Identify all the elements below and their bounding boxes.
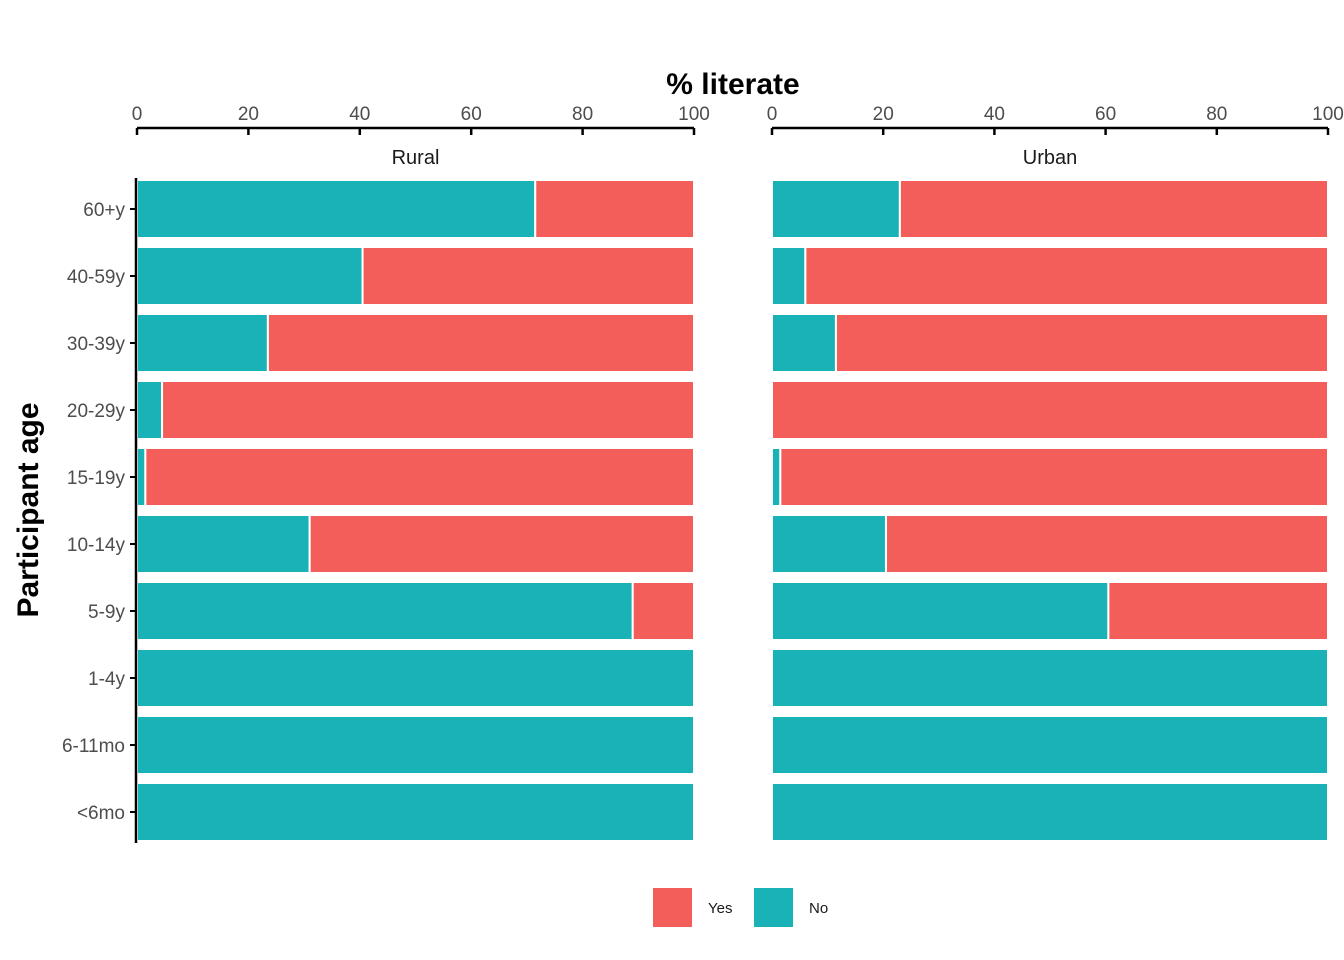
x-tick-label: 40 <box>984 104 1005 125</box>
x-tick-label: 80 <box>572 104 593 125</box>
bar-rural-no <box>136 313 269 373</box>
bar-urban-yes <box>779 447 1329 507</box>
bar-rural-yes <box>361 246 695 306</box>
bar-rural-yes <box>161 380 695 440</box>
bar-urban-no <box>771 447 782 507</box>
y-axis-title: Participant age <box>12 402 45 617</box>
bar-urban-no <box>771 782 1329 842</box>
bar-urban-no <box>771 313 837 373</box>
bar-urban-yes <box>898 179 1329 239</box>
bar-urban-yes <box>884 514 1329 574</box>
facet-label: Urban <box>1023 147 1077 169</box>
bar-rural-yes <box>631 581 695 641</box>
x-tick-label: 0 <box>132 104 143 125</box>
bar-urban-no <box>771 648 1329 708</box>
x-tick-label: 60 <box>1095 104 1116 125</box>
x-tick-label: 100 <box>678 104 710 125</box>
bar-rural-no <box>136 648 695 708</box>
bar-rural-yes <box>308 514 695 574</box>
bars <box>136 179 696 842</box>
bar-rural-yes <box>144 447 696 507</box>
bar-urban-no <box>771 514 887 574</box>
x-tick-label: 20 <box>238 104 259 125</box>
bar-rural-no <box>136 380 164 440</box>
y-tick-label: 5-9y <box>88 602 125 623</box>
bar-urban-no <box>771 179 901 239</box>
x-tick-label: 80 <box>1206 104 1227 125</box>
bar-rural-no <box>136 581 634 641</box>
bar-urban-yes <box>804 246 1329 306</box>
bar-rural-yes <box>266 313 695 373</box>
facet-label: Rural <box>392 147 440 169</box>
bar-urban-no <box>771 581 1110 641</box>
bar-rural-no <box>136 514 311 574</box>
y-tick-label: 10-14y <box>67 535 126 556</box>
x-axis-title: % literate <box>666 68 799 101</box>
x-tick-label: 20 <box>873 104 894 125</box>
facet-panel-rural: 0 20 40 60 80 100 Rural <box>132 104 710 842</box>
facet-panel-urban: 0 20 40 60 80 100 Urban <box>767 104 1344 842</box>
x-tick-label: 100 <box>1312 104 1344 125</box>
bars <box>771 179 1329 842</box>
bar-urban-no <box>771 246 807 306</box>
y-tick-label: 30-39y <box>67 334 126 355</box>
bar-urban-yes <box>1107 581 1329 641</box>
bar-urban-yes <box>771 380 1329 440</box>
x-tick-label: 40 <box>349 104 370 125</box>
bar-rural-no <box>136 246 364 306</box>
y-tick-label: <6mo <box>77 803 125 824</box>
facet-panels: 0 20 40 60 80 100 Rural 0 20 40 60 80 100 Urban <box>132 104 1344 842</box>
legend-swatch-no <box>754 888 793 927</box>
bar-rural-no <box>136 715 695 775</box>
x-tick-label: 0 <box>767 104 778 125</box>
y-tick-label: 1-4y <box>88 669 125 690</box>
legend: Yes No <box>653 888 828 927</box>
bar-rural-no <box>136 447 147 507</box>
y-tick-label: 40-59y <box>67 267 126 288</box>
bar-rural-no <box>136 179 537 239</box>
y-tick-label: 20-29y <box>67 401 126 422</box>
bar-urban-no <box>771 715 1329 775</box>
y-tick-label: 6-11mo <box>62 736 125 757</box>
y-tick-label: 15-19y <box>67 468 126 489</box>
y-axis: 60+y 40-59y 30-39y 20-29y 15-19y 10-14y 5-9y 1-… <box>62 178 138 843</box>
bar-urban-yes <box>834 313 1329 373</box>
bar-rural-no <box>136 782 695 842</box>
legend-label-yes: Yes <box>708 900 732 917</box>
legend-swatch-yes <box>653 888 692 927</box>
legend-label-no: No <box>809 900 828 917</box>
y-tick-label: 60+y <box>83 200 125 221</box>
x-tick-label: 60 <box>461 104 482 125</box>
bar-rural-yes <box>534 179 695 239</box>
